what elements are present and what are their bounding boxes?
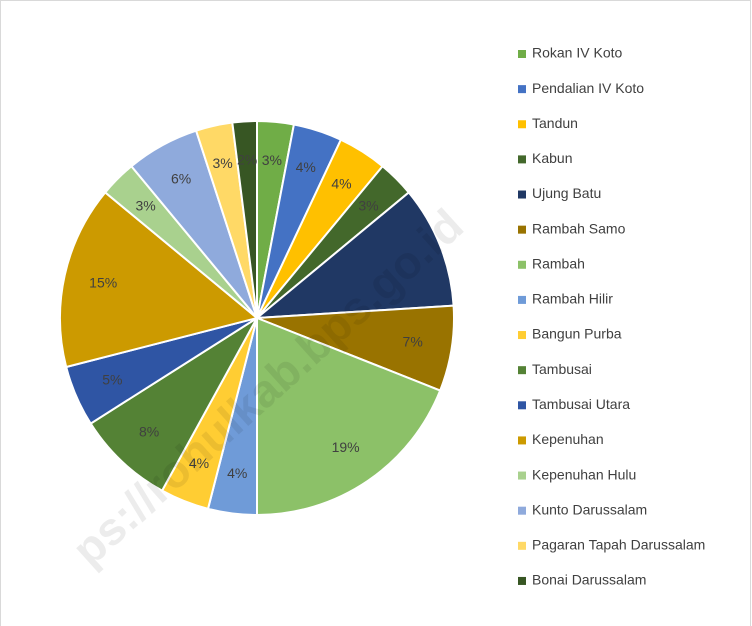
legend-swatch [518,260,526,269]
data-label: 7% [403,333,423,349]
pie-slice [231,119,258,319]
legend-swatch [518,85,526,94]
legend-label: Rambah Samo [532,220,626,236]
legend-swatch [518,506,526,515]
legend-label: Kunto Darussalam [532,501,647,517]
legend-label: Tambusai Utara [532,396,630,412]
legend-label: Rambah Hilir [532,291,613,307]
legend-swatch [518,471,526,480]
data-label: 8% [139,424,159,440]
legend-swatch [518,295,526,304]
data-label: 15% [89,274,117,290]
data-label: 3% [262,152,282,168]
legend-label: Ujung Batu [532,185,601,201]
legend-swatch [518,541,526,550]
legend-swatch [518,331,526,340]
legend-swatch [518,366,526,375]
legend-label: Kabun [532,150,572,166]
data-label: 4% [296,159,316,175]
legend-swatch [518,436,526,445]
data-label: 3% [213,155,233,171]
legend-swatch [518,50,526,58]
data-label: 6% [171,171,191,187]
data-label: 4% [331,176,351,192]
pie-slice [253,191,455,320]
data-label: 4% [227,465,247,481]
pie-slice [256,316,442,517]
legend-label: Bonai Darussalam [532,572,646,588]
legend-label: Rambah [532,255,585,271]
data-label: 19% [332,439,360,455]
data-label: 3% [135,197,155,213]
pie-slice [59,191,260,369]
legend-label: Bangun Purba [532,326,622,342]
data-label: 4% [189,455,209,471]
legend-label: Pendalian IV Koto [532,80,644,96]
data-label: 5% [102,371,122,387]
legend-label: Pagaran Tapah Darussalam [532,537,705,553]
legend-label: Rokan IV Koto [532,45,622,61]
legend-swatch [518,120,526,129]
legend-swatch [518,576,526,585]
legend-label: Kepenuhan [532,431,604,447]
legend-swatch [518,155,526,164]
legend-label: Kepenuhan Hulu [532,466,636,482]
data-label: 2% [237,151,257,167]
legend-label: Tambusai [532,361,592,377]
pie-slice [89,317,258,492]
legend-swatch [518,190,526,199]
legend-label: Tandun [532,115,578,131]
legend-swatch [518,401,526,410]
legend-swatch [518,225,526,234]
data-label: 3% [358,197,378,213]
